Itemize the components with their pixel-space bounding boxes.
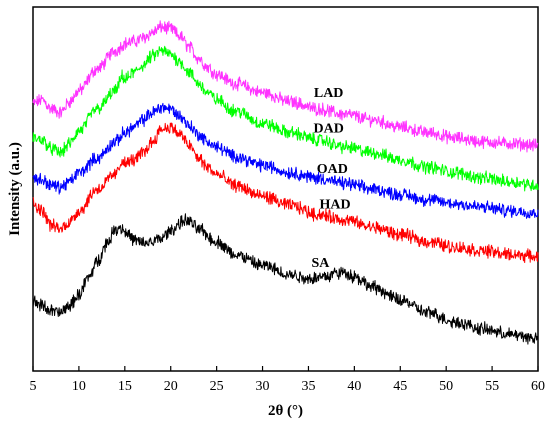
series-label-had: HAD (320, 197, 351, 212)
series-label-lad: LAD (314, 86, 344, 101)
x-tick-label: 20 (164, 379, 178, 394)
axes-layer: 5 10 15 20 25 30 35 40 45 50 55 60 (30, 366, 545, 394)
x-tick-label: 40 (347, 379, 361, 394)
plot-area (32, 6, 539, 372)
series-line-lad (32, 20, 539, 153)
x-tick-label: 25 (210, 379, 224, 394)
series-label-oad: OAD (317, 162, 348, 177)
x-tick-label: 50 (439, 379, 453, 394)
x-tick-label: 15 (118, 379, 132, 394)
series-label-dad: DAD (313, 121, 343, 136)
labels-layer: LAD DAD OAD HAD SA (311, 86, 350, 271)
x-tick-label: 60 (531, 379, 545, 394)
series-line-sa (32, 213, 539, 345)
x-axis-label: 2θ (°) (268, 403, 303, 419)
series-label-sa: SA (311, 256, 330, 271)
series-layer (32, 20, 539, 345)
x-tick-label: 10 (72, 379, 86, 394)
series-line-had (32, 122, 539, 264)
series-line-oad (32, 102, 539, 219)
x-tick-label: 5 (30, 379, 37, 394)
plot-frame (32, 6, 539, 372)
x-tick-label: 35 (301, 379, 315, 394)
x-tick-label: 45 (393, 379, 407, 394)
series-line-dad (32, 45, 539, 192)
x-tick-label: 30 (256, 379, 270, 394)
y-axis-label: Intensity (a.u.) (7, 142, 23, 236)
x-tick-label: 55 (485, 379, 499, 394)
